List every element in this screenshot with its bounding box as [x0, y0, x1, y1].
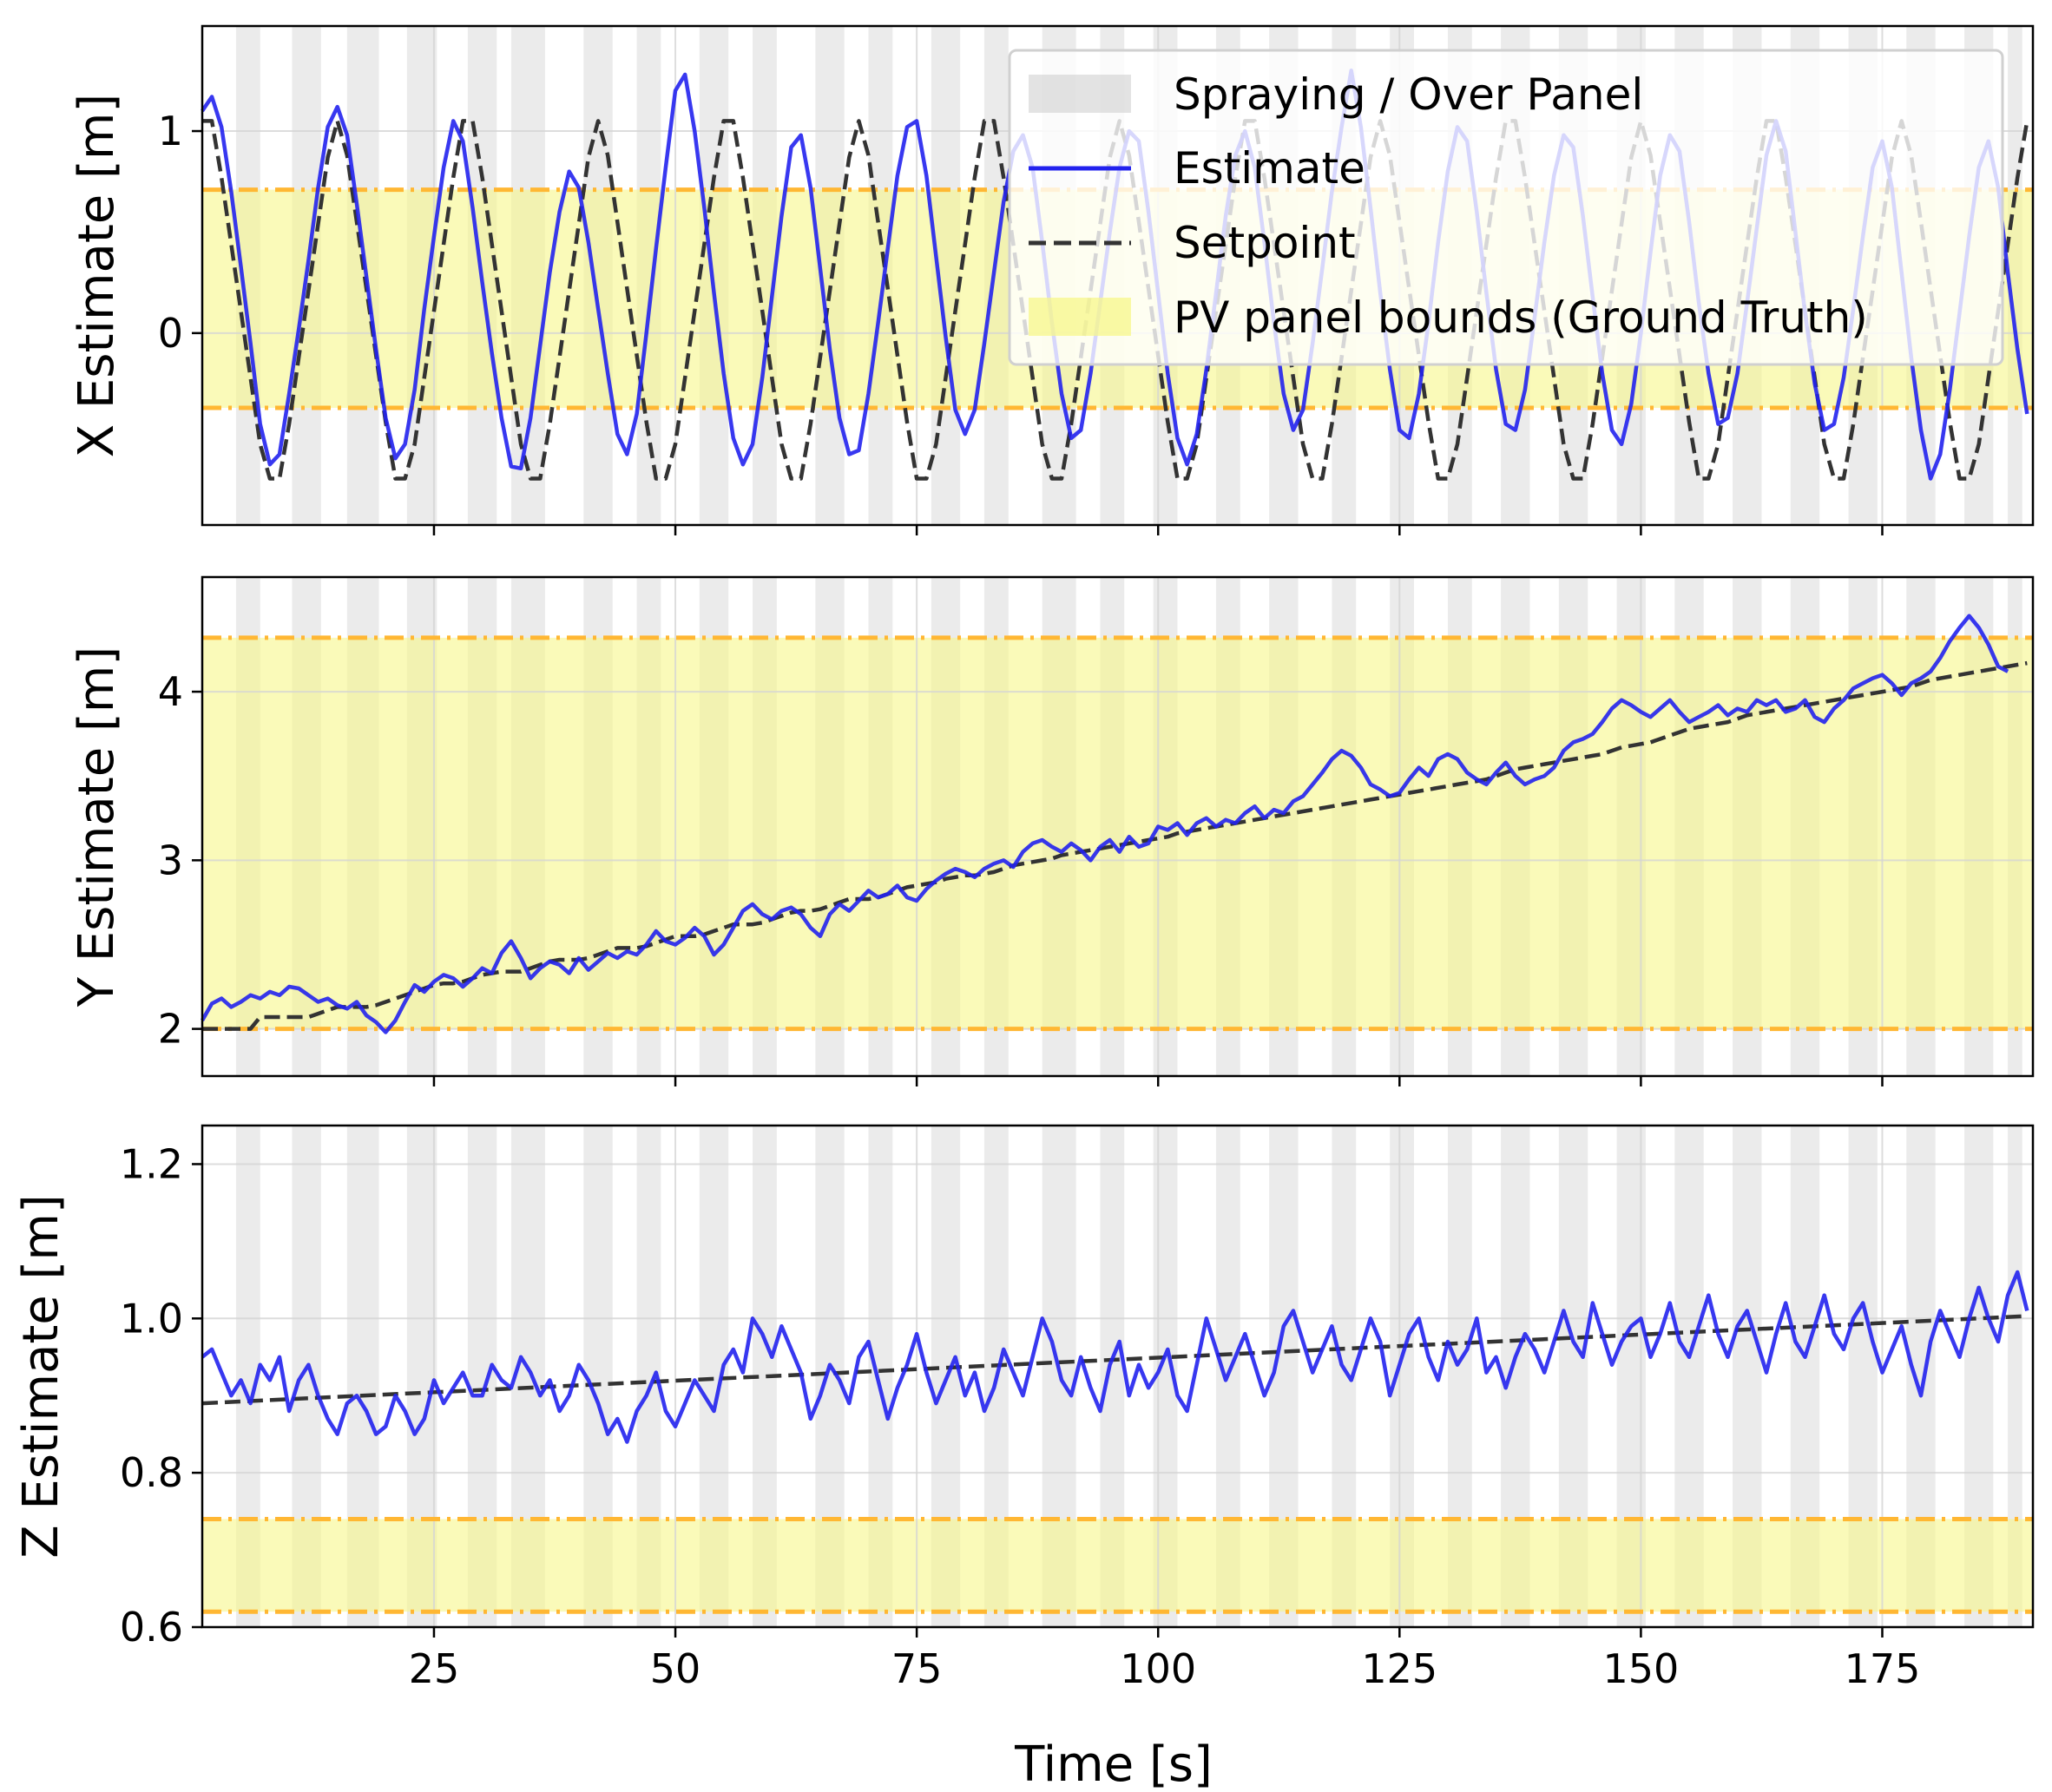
- axes-frame-z: [201, 1124, 2035, 1629]
- panel-bounds-fill-y: [202, 637, 2033, 1029]
- y-ticks-x: 01: [158, 108, 202, 357]
- x-ticks-x: [432, 525, 1884, 535]
- y-ticks-z: 0.6 0.8 1.0 1.2: [120, 1140, 202, 1651]
- panel-bounds-lines-y: [202, 635, 2033, 1032]
- x-tick-label: 175: [1845, 1645, 1921, 1692]
- x-axis-label: Time [s]: [1014, 1736, 1213, 1792]
- y-axis-label-y: Y Estimate [m]: [69, 647, 125, 1008]
- y-tick-label: 1.2: [120, 1140, 183, 1187]
- panel-z: 0.6 0.8 1.0 1.2 25 50 75 100 125 150 175 Z Estima…: [13, 1124, 2035, 1692]
- x-tick-label: 50: [650, 1645, 701, 1692]
- axes-frame-x: [201, 24, 2035, 527]
- setpoint-line-z: [201, 1314, 2028, 1406]
- y-tick-label: 3: [158, 837, 183, 883]
- legend-label-estimate: Estimate: [1174, 143, 1365, 194]
- panel-bounds-fill: [202, 1519, 2033, 1612]
- x-ticks-z: 25 50 75 100 125 150 175: [409, 1627, 1921, 1692]
- x-tick-label: 25: [409, 1645, 460, 1692]
- legend-label-panel-bounds: PV panel bounds (Ground Truth): [1174, 292, 1868, 343]
- x-ticks-y: [432, 1076, 1884, 1086]
- axes-frame-y: [201, 575, 2035, 1078]
- y-tick-label: 0: [158, 310, 183, 357]
- setpoint-line-y: [202, 660, 2028, 1031]
- setpoint-line-x: [202, 119, 2029, 481]
- y-tick-label: 1: [158, 108, 183, 154]
- y-tick-label: 0.8: [120, 1449, 183, 1496]
- y-ticks-y: 2 3 4: [158, 668, 202, 1053]
- panel-bounds-fill-z: [202, 1519, 2033, 1612]
- legend-swatch-spraying: [1029, 75, 1131, 113]
- estimate-line-y: [201, 614, 2009, 1034]
- legend-label-setpoint: Setpoint: [1174, 218, 1356, 268]
- gridlines-y: [202, 577, 2033, 1076]
- legend-label-spraying: Spraying / Over Panel: [1174, 69, 1643, 120]
- y-axis-label-z: Z Estimate [m]: [13, 1194, 69, 1559]
- y-tick-label: 1.0: [120, 1295, 183, 1342]
- y-axis-label-x: X Estimate [m]: [69, 94, 125, 458]
- y-tick-label: 4: [158, 668, 183, 715]
- panel-y: 2 3 4 Y Estimate [m]: [69, 575, 2035, 1086]
- y-tick-label: 0.6: [120, 1604, 183, 1651]
- estimate-line-z: [201, 1270, 2029, 1444]
- legend-swatch-panel-bounds: [1029, 298, 1131, 336]
- x-tick-label: 100: [1120, 1645, 1196, 1692]
- legend-box: [1008, 49, 2004, 366]
- panel-bounds-lines-z: [202, 1517, 2033, 1614]
- legend: Spraying / Over Panel Estimate Setpoint …: [1008, 49, 2004, 366]
- y-tick-label: 2: [158, 1006, 183, 1053]
- spraying-band: [2008, 1126, 2022, 1627]
- x-tick-label: 125: [1361, 1645, 1437, 1692]
- panel-bounds-fill: [202, 637, 2033, 1029]
- x-tick-label: 150: [1602, 1645, 1679, 1692]
- x-tick-label: 75: [891, 1645, 943, 1692]
